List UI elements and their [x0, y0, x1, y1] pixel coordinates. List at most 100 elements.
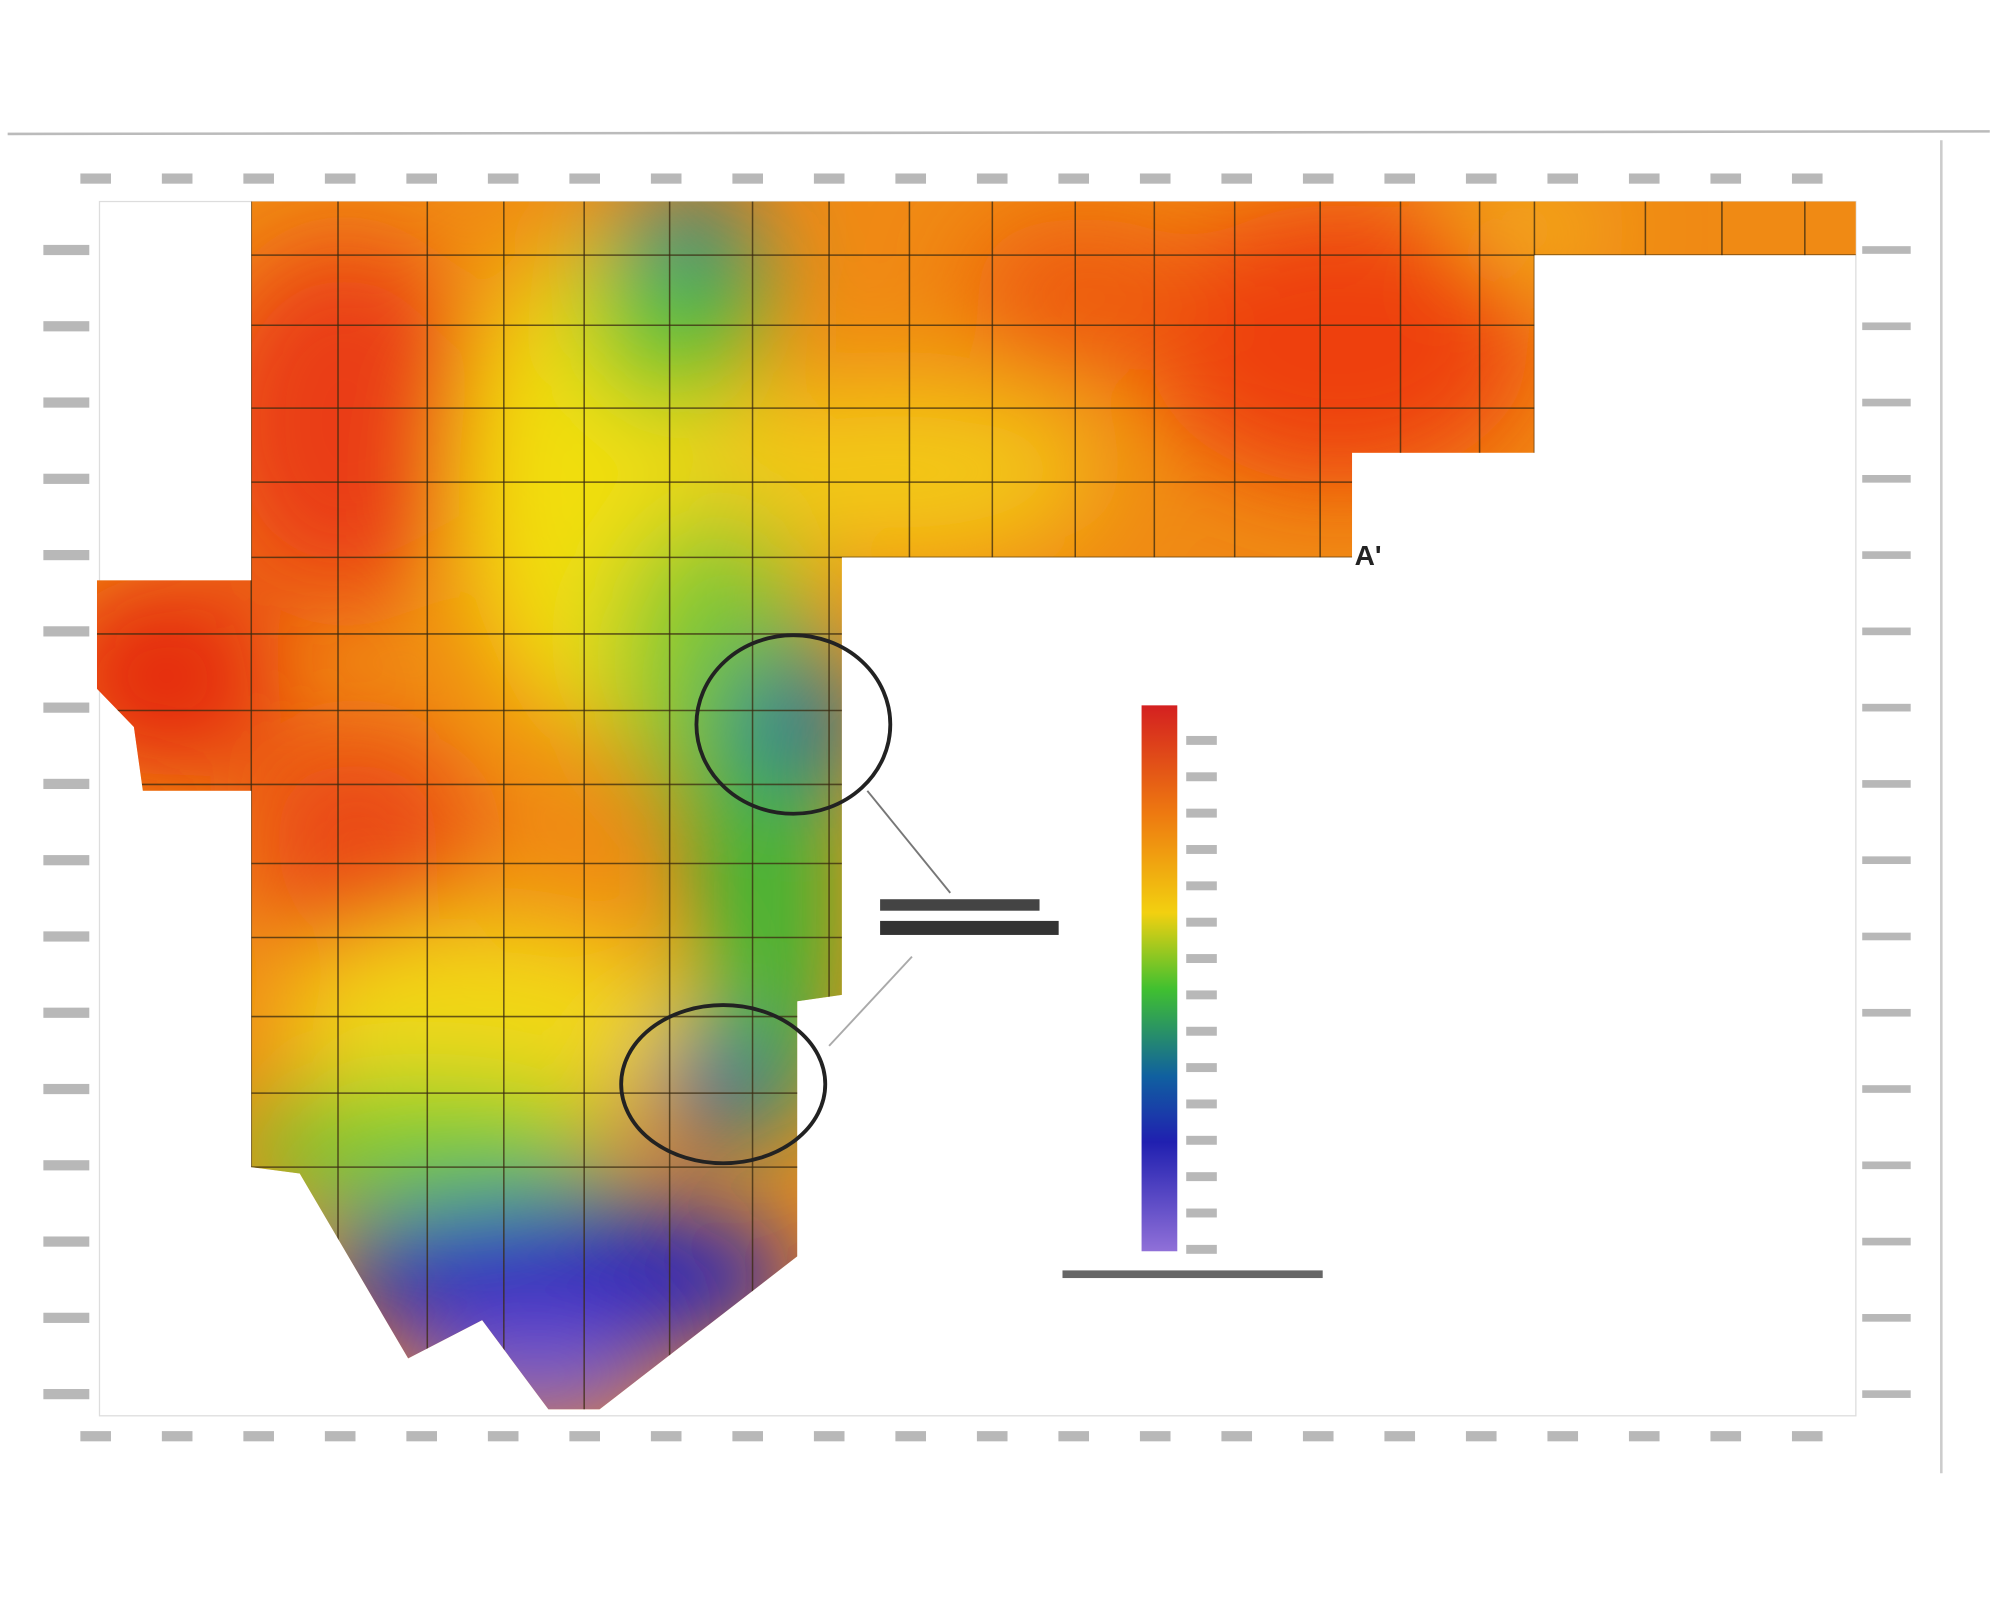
tick-label-placeholder	[80, 173, 111, 184]
leader-line	[866, 790, 951, 894]
color-scale-label-placeholder	[1186, 990, 1217, 1000]
tick-label-placeholder	[569, 1431, 600, 1442]
tick-label-placeholder	[43, 244, 90, 256]
tick-label-placeholder	[43, 702, 90, 713]
color-scale-label-placeholder	[1186, 735, 1217, 745]
tick-label-placeholder	[161, 173, 193, 184]
tick-label-placeholder	[43, 397, 90, 408]
tick-label-placeholder	[813, 173, 845, 184]
annotation-text-block	[880, 899, 1040, 911]
tick-label-placeholder	[732, 173, 764, 184]
tick-label-placeholder	[487, 1431, 519, 1442]
color-scale-caption	[1062, 1270, 1323, 1279]
tick-label-placeholder	[1862, 856, 1911, 865]
color-scale-label-placeholder	[1186, 1208, 1217, 1218]
tick-label-placeholder	[1465, 173, 1497, 184]
tick-label-placeholder	[1862, 780, 1911, 788]
tick-label-placeholder	[43, 1236, 90, 1247]
highlight-circle	[694, 633, 893, 816]
tick-label-placeholder	[406, 173, 437, 184]
annotation-text-block	[880, 920, 1059, 935]
tick-label-placeholder	[324, 173, 356, 184]
tick-label-placeholder	[895, 1431, 927, 1442]
tick-label-placeholder	[161, 1431, 193, 1442]
tick-label-placeholder	[1862, 1008, 1911, 1017]
color-scale-label-placeholder	[1186, 1099, 1217, 1109]
color-scale-label-placeholder	[1186, 772, 1217, 782]
tick-label-placeholder	[1862, 627, 1911, 636]
tick-label-placeholder	[1862, 703, 1911, 712]
color-scale-label-placeholder	[1186, 917, 1217, 927]
highlight-circle	[619, 1003, 828, 1166]
tick-label-placeholder	[1547, 1431, 1579, 1442]
tick-label-placeholder	[1628, 1431, 1660, 1442]
tick-label-placeholder	[1058, 173, 1090, 184]
map-content: A'	[7, 130, 1990, 1474]
tick-label-placeholder	[1547, 173, 1579, 184]
tick-label-placeholder	[43, 626, 90, 637]
tick-label-placeholder	[487, 173, 519, 184]
tick-label-placeholder	[43, 1160, 90, 1171]
color-scale-label-placeholder	[1186, 1063, 1217, 1073]
tick-label-placeholder	[43, 931, 90, 942]
tick-label-placeholder	[1862, 1161, 1911, 1170]
tick-label-placeholder	[1221, 1431, 1253, 1442]
tick-label-placeholder	[243, 1431, 274, 1442]
tick-label-placeholder	[1058, 1431, 1090, 1442]
tick-label-placeholder	[1862, 246, 1911, 254]
color-scale-label-placeholder	[1186, 845, 1217, 854]
tick-label-placeholder	[1221, 173, 1253, 184]
tick-label-placeholder	[1710, 1431, 1742, 1442]
tick-label-placeholder	[406, 1431, 437, 1442]
axis-labels	[43, 173, 1911, 1442]
tick-label-placeholder	[43, 1083, 90, 1095]
tick-label-placeholder	[1302, 173, 1334, 184]
tick-label-placeholder	[1862, 1085, 1911, 1093]
tick-label-placeholder	[1862, 322, 1911, 331]
tick-label-placeholder	[1465, 1431, 1497, 1442]
color-scale-label-placeholder	[1186, 881, 1217, 891]
tick-label-placeholder	[895, 173, 927, 184]
tick-label-placeholder	[1139, 1431, 1171, 1442]
color-scale-label-placeholder	[1186, 954, 1217, 964]
tick-label-placeholder	[1862, 932, 1911, 941]
tick-label-placeholder	[650, 1431, 682, 1442]
tick-label-placeholder	[976, 1431, 1008, 1442]
tick-label-placeholder	[243, 173, 274, 184]
tick-label-placeholder	[732, 1431, 764, 1442]
tick-label-placeholder	[43, 778, 90, 790]
color-scale-label-placeholder	[1186, 1026, 1217, 1036]
tick-label-placeholder	[976, 173, 1008, 184]
color-scale	[1141, 705, 1178, 1252]
heat-surface	[96, 201, 1856, 1410]
tick-label-placeholder	[43, 1007, 90, 1018]
tick-label-placeholder	[813, 1431, 845, 1442]
tick-label-placeholder	[1862, 551, 1911, 559]
tick-label-placeholder	[43, 549, 90, 561]
color-scale-label-placeholder	[1186, 808, 1217, 818]
tick-label-placeholder	[43, 1389, 90, 1400]
frame-line	[7, 130, 1990, 136]
leader-line	[828, 955, 913, 1047]
tick-label-placeholder	[1862, 398, 1911, 407]
tick-label-placeholder	[1862, 1390, 1911, 1398]
tick-label-placeholder	[1139, 173, 1171, 184]
color-scale-label-placeholder	[1186, 1135, 1217, 1145]
tick-label-placeholder	[1628, 173, 1660, 184]
color-scale-label-placeholder	[1186, 1172, 1217, 1182]
tick-label-placeholder	[1791, 173, 1823, 184]
tick-label-placeholder	[43, 321, 90, 332]
tick-label-placeholder	[43, 855, 90, 866]
tick-label-placeholder	[43, 473, 90, 484]
section-marker: A'	[1355, 540, 1382, 571]
tick-label-placeholder	[1791, 1431, 1823, 1442]
tick-label-placeholder	[650, 173, 682, 184]
tick-label-placeholder	[80, 1431, 111, 1442]
tick-label-placeholder	[1384, 173, 1416, 184]
tick-label-placeholder	[569, 173, 600, 184]
tick-label-placeholder	[1710, 173, 1742, 184]
tick-label-placeholder	[1862, 1237, 1911, 1246]
tick-label-placeholder	[1384, 1431, 1416, 1442]
